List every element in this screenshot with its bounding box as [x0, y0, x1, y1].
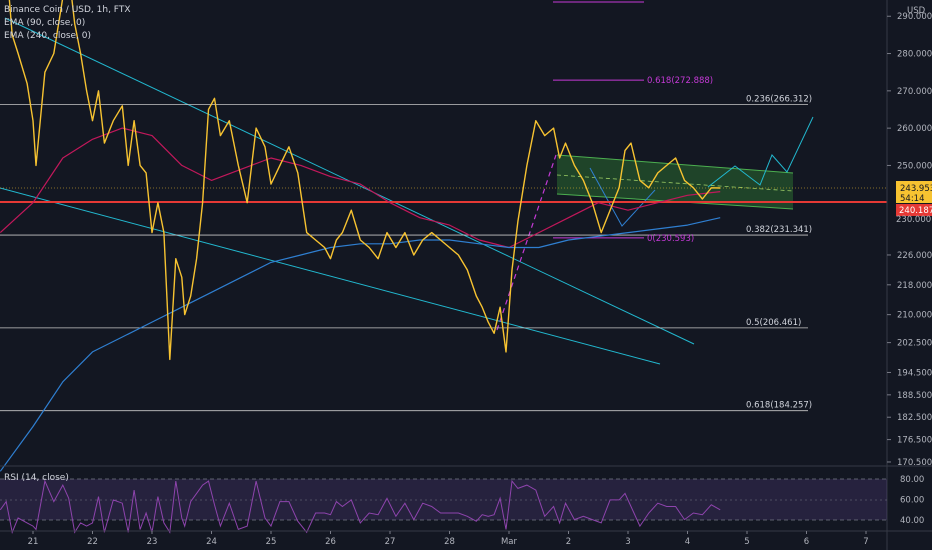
chart-legend: Binance Coin / USD, 1h, FTX EMA (90, clo…: [4, 5, 130, 41]
time-tick-label: 26: [325, 537, 336, 547]
channel-mid: [556, 174, 794, 192]
trendline-lower: [0, 187, 661, 365]
price-tick-label: 170.500: [897, 458, 932, 468]
price-tick-label: 182.500: [897, 413, 932, 423]
time-tick-label: 4: [685, 537, 690, 547]
rsi-tick-label: 60.00: [900, 496, 924, 506]
price-tick-label: 226.000: [897, 251, 932, 261]
ema-240-line: [0, 217, 721, 472]
last-price-tag: [896, 181, 932, 203]
support-price-tag: [896, 204, 932, 216]
support-price-value: 240.187: [899, 206, 932, 216]
time-tick-label: 5: [744, 537, 749, 547]
fib-level-label: 0.5(206.461): [746, 318, 801, 328]
price-tick-label: 270.000: [897, 87, 932, 97]
fib-projection-label: 0(230.593): [647, 234, 694, 244]
price-tick-label: 176.500: [897, 436, 932, 446]
rsi-tick-label: 80.00: [900, 475, 924, 485]
time-tick-label: 6: [804, 537, 809, 547]
fib-level-label: 0.382(231.341): [746, 225, 812, 235]
price-tick-label: 260.000: [897, 124, 932, 134]
price-tick-label: 202.500: [897, 339, 932, 349]
fib-level-label: 0.618(184.257): [746, 401, 812, 411]
price-tick-label: 218.000: [897, 281, 932, 291]
price-tick-label: 210.000: [897, 311, 932, 321]
dashed-projection: [496, 154, 557, 331]
time-tick-label: 28: [444, 537, 455, 547]
projection-path: [707, 116, 814, 188]
time-tick-label: 2: [566, 537, 571, 547]
rsi-line: [0, 479, 721, 535]
last-price-value: 243.953: [900, 184, 932, 194]
countdown-value: 54:14: [900, 194, 925, 204]
symbol-title: Binance Coin / USD, 1h, FTX: [4, 5, 130, 15]
price-tags: 243.953 54:14 240.187 230.000: [896, 181, 932, 225]
time-tick-label: 23: [147, 537, 158, 547]
fib-level-label: 0.236(266.312): [746, 95, 812, 105]
series-layer: [0, 0, 721, 472]
price-tick-label: 290.000: [897, 12, 932, 22]
time-tick-label: 25: [266, 537, 277, 547]
rsi-ticks: 80.00 60.00 40.00: [900, 475, 924, 526]
time-ticks: 21 22 23 24 25 26 27 28 Mar 2 3 4 5 6 7: [28, 531, 869, 547]
price-line: [8, 0, 721, 361]
ema-slow-legend: EMA (240, close, 0): [4, 31, 91, 41]
rsi-label: RSI (14, close): [4, 473, 69, 483]
time-tick-label: 7: [863, 537, 868, 547]
price-axis: [887, 0, 932, 466]
time-tick-label: 27: [385, 537, 396, 547]
time-tick-label: Mar: [501, 537, 518, 547]
price-tick-label: 280.000: [897, 50, 932, 60]
time-tick-label: 22: [87, 537, 98, 547]
price-tick-label: 250.000: [897, 161, 932, 171]
level-230-value: 230.000: [896, 215, 931, 225]
channel-top: [556, 154, 794, 174]
price-tick-label: 194.500: [897, 368, 932, 378]
rsi-tick-label: 40.00: [900, 516, 924, 526]
currency-label: USD: [907, 6, 926, 16]
price-ticks: 290.000 280.000 270.000 260.000 250.000 226.0…: [887, 12, 932, 468]
ema-fast-legend: EMA (90, close, 0): [4, 18, 85, 28]
price-tick-label: 188.500: [897, 391, 932, 401]
fib-projection-label: 0.618(272.888): [647, 76, 713, 86]
time-tick-label: 21: [28, 537, 39, 547]
time-tick-label: 3: [625, 537, 630, 547]
time-tick-label: 24: [206, 537, 217, 547]
ema-90-line: [0, 127, 721, 249]
rsi-pane: RSI (14, close) 80.00 60.00 40.00: [0, 465, 932, 535]
